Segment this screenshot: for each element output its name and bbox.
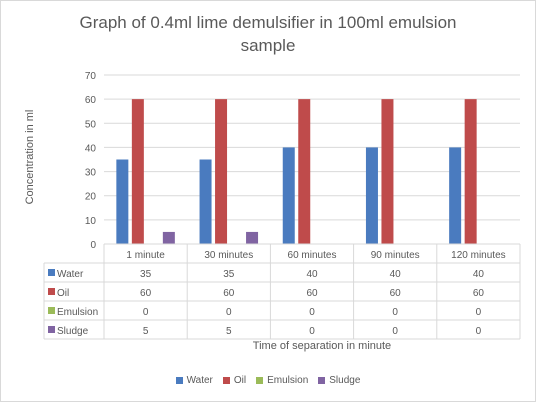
bar-water bbox=[449, 147, 462, 244]
legend-item-sludge: Sludge bbox=[318, 375, 360, 386]
data-cell: 0 bbox=[392, 326, 398, 337]
data-cell: 0 bbox=[309, 326, 315, 337]
bar-oil bbox=[464, 99, 477, 245]
bar-water bbox=[282, 147, 295, 244]
data-cell: 40 bbox=[306, 269, 318, 280]
table-series-name: Water bbox=[57, 269, 84, 280]
legend: Water Oil Emulsion Sludge bbox=[1, 375, 535, 386]
y-tick-label: 10 bbox=[85, 216, 97, 227]
legend-item-emulsion: Emulsion bbox=[256, 375, 308, 386]
data-cell: 35 bbox=[140, 269, 152, 280]
bar-water bbox=[116, 159, 129, 244]
table-series-name: Emulsion bbox=[57, 307, 98, 318]
data-cell: 40 bbox=[390, 269, 402, 280]
data-cell: 0 bbox=[143, 307, 149, 318]
bar-oil bbox=[215, 99, 228, 245]
legend-label: Sludge bbox=[329, 375, 361, 386]
category-label: 1 minute bbox=[126, 250, 165, 261]
legend-item-oil: Oil bbox=[222, 375, 247, 386]
data-cell: 60 bbox=[140, 288, 152, 299]
legend-swatch bbox=[175, 377, 183, 384]
legend-swatch bbox=[222, 377, 230, 384]
bar-sludge bbox=[162, 231, 175, 244]
data-cell: 35 bbox=[223, 269, 235, 280]
category-label: 120 minutes bbox=[451, 250, 505, 261]
y-tick-label: 70 bbox=[85, 71, 97, 82]
y-tick-label: 50 bbox=[85, 119, 97, 130]
y-tick-label: 60 bbox=[85, 95, 97, 106]
bar-oil bbox=[381, 99, 394, 245]
table-series-name: Sludge bbox=[57, 326, 89, 337]
chart-title-line-1: Graph of 0.4ml lime demulsifier in 100ml… bbox=[79, 13, 457, 32]
data-cell: 0 bbox=[476, 326, 482, 337]
data-cell: 60 bbox=[473, 288, 485, 299]
x-axis-label: Time of separation in minute bbox=[252, 340, 392, 352]
bar-sludge bbox=[246, 231, 259, 244]
category-label: 30 minutes bbox=[204, 250, 253, 261]
data-cell: 60 bbox=[306, 288, 318, 299]
y-tick-label: 20 bbox=[85, 192, 97, 203]
table-series-name: Oil bbox=[57, 288, 69, 299]
data-cell: 5 bbox=[226, 326, 232, 337]
category-label: 60 minutes bbox=[288, 250, 337, 261]
data-cell: 0 bbox=[392, 307, 398, 318]
table-legend-key bbox=[48, 326, 55, 333]
bar-oil bbox=[298, 99, 311, 245]
chart-title-line-2: sample bbox=[240, 36, 296, 55]
y-tick-label: 40 bbox=[85, 143, 97, 154]
legend-swatch bbox=[318, 377, 326, 384]
legend-item-water: Water bbox=[175, 375, 213, 386]
data-cell: 60 bbox=[390, 288, 402, 299]
data-cell: 0 bbox=[309, 307, 315, 318]
legend-label: Oil bbox=[233, 375, 247, 386]
legend-label: Water bbox=[186, 375, 213, 386]
data-cell: 5 bbox=[143, 326, 149, 337]
bar-water bbox=[365, 147, 378, 244]
data-cell: 60 bbox=[223, 288, 235, 299]
data-cell: 0 bbox=[226, 307, 232, 318]
data-cell: 0 bbox=[476, 307, 482, 318]
table-legend-key bbox=[48, 288, 55, 295]
bar-water bbox=[199, 159, 212, 244]
table-legend-key bbox=[48, 307, 55, 314]
legend-swatch bbox=[256, 377, 264, 384]
data-cell: 40 bbox=[473, 269, 485, 280]
legend-label: Emulsion bbox=[267, 375, 309, 386]
bar-oil bbox=[131, 99, 144, 245]
y-tick-label: 30 bbox=[85, 168, 97, 179]
category-label: 90 minutes bbox=[371, 250, 420, 261]
table-legend-key bbox=[48, 269, 55, 276]
y-tick-label: 0 bbox=[90, 240, 96, 251]
